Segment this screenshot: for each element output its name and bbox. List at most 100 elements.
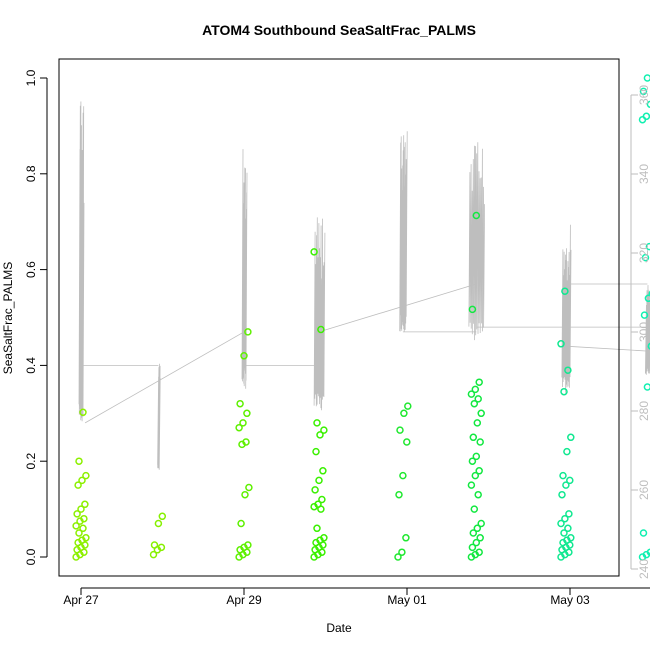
data-point xyxy=(643,383,650,391)
data-point xyxy=(245,483,253,492)
data-point xyxy=(395,490,403,499)
data-point xyxy=(648,290,650,297)
data-point xyxy=(318,495,326,504)
data-point xyxy=(75,529,83,537)
data-point xyxy=(72,522,80,530)
data-point xyxy=(647,342,650,350)
data-point xyxy=(78,476,86,485)
data-point xyxy=(79,524,87,533)
data-point xyxy=(310,248,318,256)
data-point xyxy=(73,510,81,518)
data-point xyxy=(242,438,250,446)
axes-layer: 0.0 0.2 0.4 0.6 0.8 1.0 Apr 27 Apr 29 May 01 May … xyxy=(24,69,650,607)
y2-tick-label: 260 xyxy=(637,480,650,500)
data-point xyxy=(75,457,83,465)
data-point xyxy=(320,534,328,542)
data-point xyxy=(77,505,85,513)
data-point xyxy=(235,423,243,432)
data-point xyxy=(79,408,87,417)
y-tick-label: 0.6 xyxy=(24,261,38,278)
data-point xyxy=(316,431,324,439)
data-point xyxy=(638,115,647,124)
data-point xyxy=(558,490,566,499)
data-point xyxy=(567,433,575,442)
data-point xyxy=(396,426,404,434)
data-point xyxy=(563,447,571,456)
y-tick-label: 0.2 xyxy=(24,453,38,470)
data-point xyxy=(567,534,575,542)
chart-title: ATOM4 Southbound SeaSaltFrac_PALMS xyxy=(202,22,476,38)
y2-tick-label: 240 xyxy=(637,559,650,579)
data-point xyxy=(559,471,567,480)
data-point xyxy=(471,385,480,394)
data-point xyxy=(475,548,483,556)
data-point xyxy=(320,426,328,434)
data-point xyxy=(237,519,245,528)
data-point xyxy=(472,538,481,547)
data-point xyxy=(241,490,249,499)
data-point xyxy=(239,419,247,427)
y-tick-label: 0.8 xyxy=(24,165,38,182)
data-point xyxy=(243,409,251,418)
data-point xyxy=(74,481,82,489)
data-point xyxy=(468,305,477,314)
data-point xyxy=(400,409,408,418)
data-point xyxy=(564,524,572,533)
data-point xyxy=(315,476,323,485)
data-point xyxy=(314,500,322,509)
y2-tick-label: 360 xyxy=(637,85,650,105)
data-point xyxy=(240,352,248,360)
data-point xyxy=(474,395,482,403)
data-point xyxy=(476,534,484,542)
altitude-ramp xyxy=(565,345,650,352)
data-point xyxy=(473,524,482,533)
x-tick-label: Apr 27 xyxy=(63,593,99,607)
data-point xyxy=(82,534,90,542)
data-point xyxy=(565,510,573,518)
data-point xyxy=(470,399,479,408)
data-point xyxy=(643,74,650,82)
x-tick-label: May 01 xyxy=(387,593,427,607)
data-point xyxy=(82,471,90,480)
data-point xyxy=(244,328,252,336)
data-point xyxy=(313,419,321,427)
x-tick-label: Apr 29 xyxy=(226,593,262,607)
data-point xyxy=(403,438,411,446)
data-point xyxy=(467,390,476,398)
data-point xyxy=(150,541,159,549)
y2-tick-label: 300 xyxy=(637,322,650,342)
data-point xyxy=(158,512,167,521)
data-point xyxy=(644,294,650,303)
data-point xyxy=(317,325,325,334)
data-point xyxy=(477,409,485,418)
data-point xyxy=(640,311,649,319)
data-point xyxy=(313,524,321,533)
data-point xyxy=(641,253,650,262)
data-point xyxy=(476,438,484,446)
altitude-trace-layer xyxy=(78,101,650,470)
x-axis-label: Date xyxy=(326,621,352,635)
data-point xyxy=(471,471,480,480)
y2-tick-label: 320 xyxy=(637,243,650,263)
data-point xyxy=(646,100,650,109)
data-point xyxy=(469,529,478,537)
data-point xyxy=(149,550,158,559)
data-point xyxy=(469,433,478,442)
y-tick-label: 0.4 xyxy=(24,357,38,374)
data-point xyxy=(477,519,485,528)
data-point xyxy=(468,457,477,465)
data-point xyxy=(561,287,569,295)
y-tick-label: 0.0 xyxy=(24,548,38,565)
data-point xyxy=(566,476,574,485)
data-point xyxy=(474,490,482,499)
data-point xyxy=(473,419,482,427)
plot-frame xyxy=(58,58,620,577)
data-point xyxy=(639,87,648,96)
data-point xyxy=(398,548,406,556)
y2-tick-label: 340 xyxy=(637,164,650,184)
data-point xyxy=(312,447,320,456)
data-point xyxy=(467,481,476,489)
altitude-ramp xyxy=(318,283,477,333)
